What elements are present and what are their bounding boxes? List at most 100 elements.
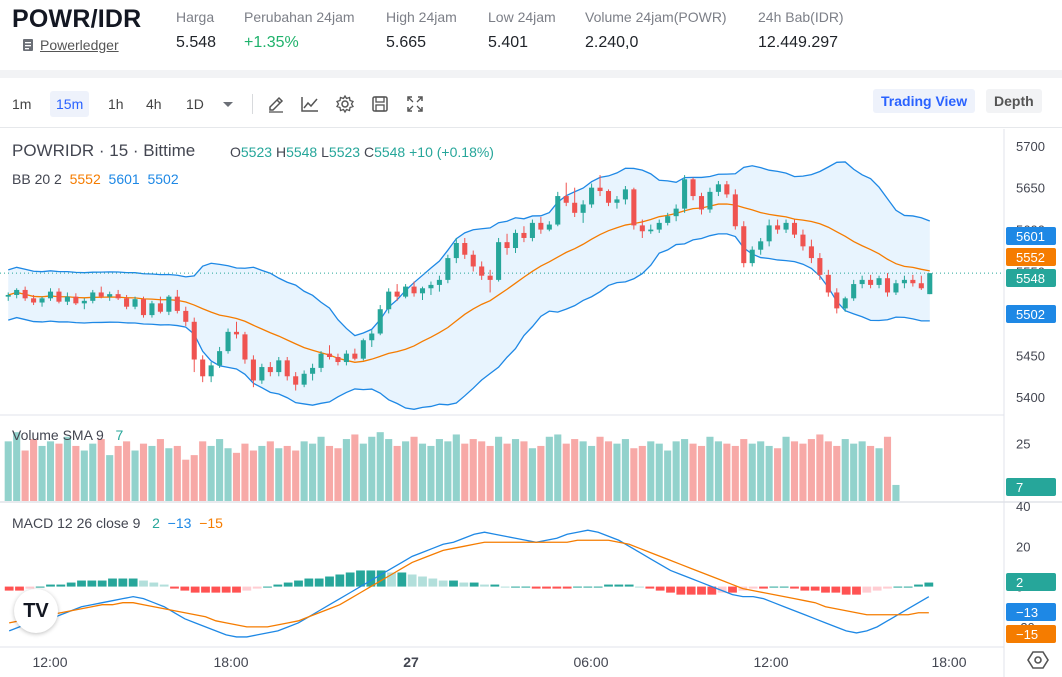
- candle-body: [208, 365, 214, 377]
- close-value: 5548: [374, 144, 406, 160]
- macd-hist-bar: [800, 586, 810, 591]
- macd-hist-bar: [624, 584, 634, 587]
- toolbar-divider: [252, 94, 253, 114]
- candle-body: [5, 294, 11, 297]
- candle-body: [555, 196, 561, 225]
- macd-tick-label: 40: [1016, 499, 1030, 514]
- timeframe-1h[interactable]: 1h: [108, 96, 124, 112]
- bb-legend[interactable]: BB 20 2 5552 5601 5502: [12, 171, 179, 187]
- macd-hist-bar: [883, 586, 892, 589]
- save-icon[interactable]: [370, 94, 390, 114]
- candle-body: [648, 229, 654, 232]
- bb-mid-tag-bg: [1006, 248, 1056, 266]
- last-price-tag: 5548: [1016, 271, 1045, 286]
- token-link[interactable]: Powerledger: [22, 37, 119, 53]
- candle-body: [326, 353, 333, 357]
- depth-button[interactable]: Depth: [986, 89, 1042, 113]
- bb-upper-value: 5601: [108, 171, 140, 187]
- fullscreen-icon[interactable]: [405, 94, 425, 114]
- volume-bar: [672, 441, 680, 501]
- candle-body: [631, 189, 637, 226]
- volume-bar: [495, 436, 503, 501]
- volume-bar: [351, 434, 359, 501]
- volume-bar: [123, 441, 131, 501]
- volume-legend[interactable]: Volume SMA 9 7: [12, 427, 123, 443]
- macd-hist-bar: [759, 586, 768, 589]
- candle-body: [56, 291, 62, 302]
- candle-body: [343, 353, 349, 363]
- candle-body: [834, 292, 840, 309]
- macd-hist-bar: [211, 586, 221, 593]
- volume-bar: [714, 441, 722, 501]
- hist-value: −15: [199, 515, 223, 531]
- candle-body: [572, 202, 578, 213]
- candle-body: [310, 367, 316, 374]
- trading-view-button[interactable]: Trading View: [873, 89, 976, 113]
- stat-turnover-24h: 24h Bab(IDR) 12.449.297: [758, 9, 844, 52]
- candle-body: [622, 189, 628, 200]
- volume-label: Volume SMA 9: [12, 427, 104, 443]
- gear-icon[interactable]: [335, 94, 355, 114]
- candle-body: [546, 224, 552, 230]
- token-name[interactable]: Powerledger: [40, 37, 119, 53]
- macd-line: [8, 529, 930, 638]
- timeframe-15m[interactable]: 15m: [50, 91, 90, 117]
- stat-low-24h: Low 24jam 5.401: [488, 9, 556, 52]
- draw-icon[interactable]: [266, 94, 286, 114]
- macd-hist-bar: [697, 586, 706, 595]
- chevron-down-icon[interactable]: [218, 94, 238, 114]
- macd-hist-bar: [531, 586, 541, 589]
- volume-bar: [114, 445, 122, 501]
- volume-bar: [216, 439, 224, 501]
- candle-body: [758, 241, 764, 250]
- volume-bar: [4, 441, 12, 501]
- stat-change-24h: Perubahan 24jam +1.35%: [244, 9, 355, 52]
- macd-hist-bar: [583, 586, 593, 588]
- macd-legend[interactable]: MACD 12 26 close 9 2 −13 −15: [12, 515, 223, 531]
- candle-body: [512, 232, 519, 249]
- indicator-icon[interactable]: [300, 94, 320, 114]
- volume-bar: [579, 441, 587, 501]
- volume-bar: [774, 448, 782, 501]
- candle-body: [504, 242, 510, 249]
- chart-canvas[interactable]: 57005650560055505500545054002540200-2056…: [0, 129, 1062, 677]
- low-value: 5523: [328, 144, 361, 160]
- candle-body: [766, 225, 772, 242]
- stat-value: 12.449.297: [758, 34, 839, 51]
- candle-body: [200, 359, 206, 377]
- stat-label: Volume 24jam(POWR): [585, 9, 727, 25]
- timeframe-1d[interactable]: 1D: [186, 96, 204, 112]
- stat-label: High 24jam: [386, 9, 457, 25]
- chart-settings-icon[interactable]: [1027, 649, 1049, 671]
- time-tick-label: 06:00: [573, 654, 608, 670]
- candle-body: [715, 184, 721, 192]
- macd-hist-bar: [841, 586, 851, 595]
- timeframe-1m[interactable]: 1m: [12, 96, 32, 112]
- volume-bar: [72, 445, 80, 501]
- macd-hist-bar: [480, 584, 489, 587]
- volume-bar: [452, 434, 460, 501]
- volume-bar: [748, 443, 756, 501]
- volume-bar: [199, 441, 207, 501]
- volume-bar: [106, 455, 114, 501]
- candle-body: [707, 191, 713, 210]
- macd-hist-bar: [35, 586, 45, 588]
- volume-bar: [275, 448, 283, 501]
- macd-hist-bar: [139, 580, 148, 587]
- timeframe-4h[interactable]: 4h: [146, 96, 162, 112]
- volume-bar: [300, 441, 308, 501]
- volume-value: 7: [115, 427, 124, 443]
- macd-hist-bar: [221, 586, 231, 593]
- volume-bar: [435, 439, 443, 501]
- macd-hist-bar: [779, 586, 789, 588]
- header-divider: [0, 70, 1062, 78]
- candle-body: [352, 353, 358, 359]
- price-tick-label: 5450: [1016, 348, 1045, 363]
- candle-body: [259, 367, 265, 381]
- price-chart[interactable]: 57005650560055505500545054002540200-2056…: [0, 129, 1062, 677]
- close-key: C: [363, 144, 375, 160]
- volume-bar: [182, 459, 190, 501]
- candle-body: [673, 208, 679, 217]
- volume-bar: [241, 443, 249, 501]
- tradingview-logo[interactable]: TV: [14, 589, 58, 633]
